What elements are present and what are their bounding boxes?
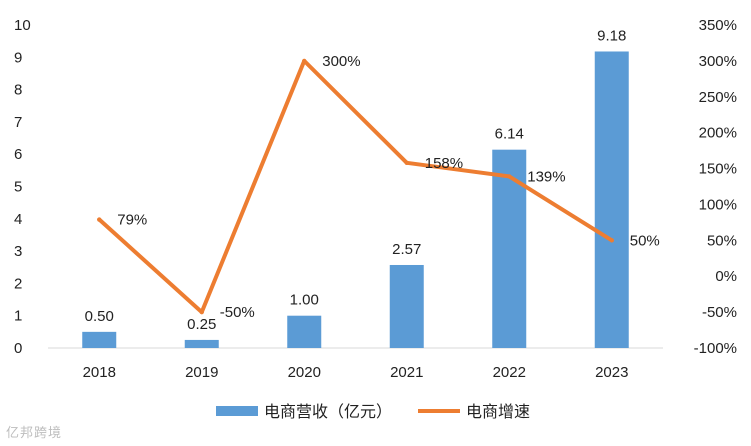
bar (389, 264, 424, 348)
line-point (302, 58, 307, 64)
legend-swatch-bar (216, 406, 258, 416)
x-tick-label: 2022 (493, 364, 526, 381)
line-point (609, 238, 614, 243)
x-tick-label: 2018 (83, 364, 116, 381)
line-point (97, 217, 102, 222)
bar-data-label: 0.25 (187, 316, 216, 333)
bar (594, 51, 629, 349)
bar-data-label: 6.14 (495, 126, 524, 143)
y-right-tick-label: 150% (699, 161, 737, 178)
y-left-tick-label: 3 (14, 243, 22, 260)
y-right-tick-label: 300% (699, 53, 737, 70)
line-series (97, 58, 614, 315)
line-data-label: 158% (425, 155, 463, 172)
legend-label-line: 电商增速 (466, 403, 530, 421)
line-point (507, 174, 512, 179)
line-data-label: 139% (527, 168, 565, 185)
bar (82, 331, 117, 348)
y-left-tick-label: 0 (14, 340, 22, 357)
y-right-tick-label: 350% (699, 17, 737, 34)
x-tick-label: 2019 (185, 364, 218, 381)
x-tick-label: 2020 (288, 364, 321, 381)
y-left-tick-label: 2 (14, 275, 22, 292)
y-left-tick-label: 10 (14, 17, 31, 34)
x-tick-label: 2023 (595, 364, 628, 381)
line-data-label: -50% (220, 304, 255, 321)
y-right-tick-label: -50% (702, 304, 737, 321)
growth-line (97, 58, 614, 315)
y-right-tick-label: 250% (699, 89, 737, 106)
bar-data-label: 2.57 (392, 241, 421, 258)
y-left-tick-label: 7 (14, 114, 22, 131)
bar (287, 315, 322, 348)
y-left-tick-label: 5 (14, 179, 22, 196)
bar (184, 339, 219, 348)
line-point (404, 160, 409, 166)
y-right-tick-label: 50% (707, 232, 737, 249)
y-right-tick-label: -100% (694, 340, 737, 357)
y-right-tick-label: 0% (715, 268, 737, 285)
legend-label-bar: 电商营收（亿元） (264, 403, 392, 421)
line-point (199, 309, 204, 315)
line-data-label: 79% (117, 212, 147, 229)
bar (492, 149, 527, 348)
y-right-tick-label: 100% (699, 196, 737, 213)
data-labels: 0.50 0.25 1.00 2.57 6.14 9.18 79% -50% 300% 158% 1… (85, 27, 660, 332)
axes: 0 1 2 3 4 5 6 7 8 9 10 -100% -50% 0% 50% 100% 150% 200% 25… (14, 17, 737, 381)
y-left-tick-label: 1 (14, 308, 22, 325)
x-tick-label: 2021 (390, 364, 423, 381)
y-left-tick-label: 9 (14, 49, 22, 66)
bar-data-label: 9.18 (597, 27, 626, 44)
bar-data-label: 1.00 (290, 292, 319, 309)
watermark: 亿邦跨境 (6, 426, 63, 441)
bar-series (82, 51, 629, 349)
y-left-tick-label: 4 (14, 211, 22, 228)
y-right-tick-label: 200% (699, 125, 737, 142)
y-left-tick-label: 6 (14, 146, 22, 163)
legend: 电商营收（亿元） 电商增速 (216, 403, 530, 421)
y-left-tick-label: 8 (14, 82, 22, 99)
bar-data-label: 0.50 (85, 308, 114, 325)
line-data-label: 300% (322, 53, 360, 70)
line-data-label: 50% (630, 232, 660, 249)
